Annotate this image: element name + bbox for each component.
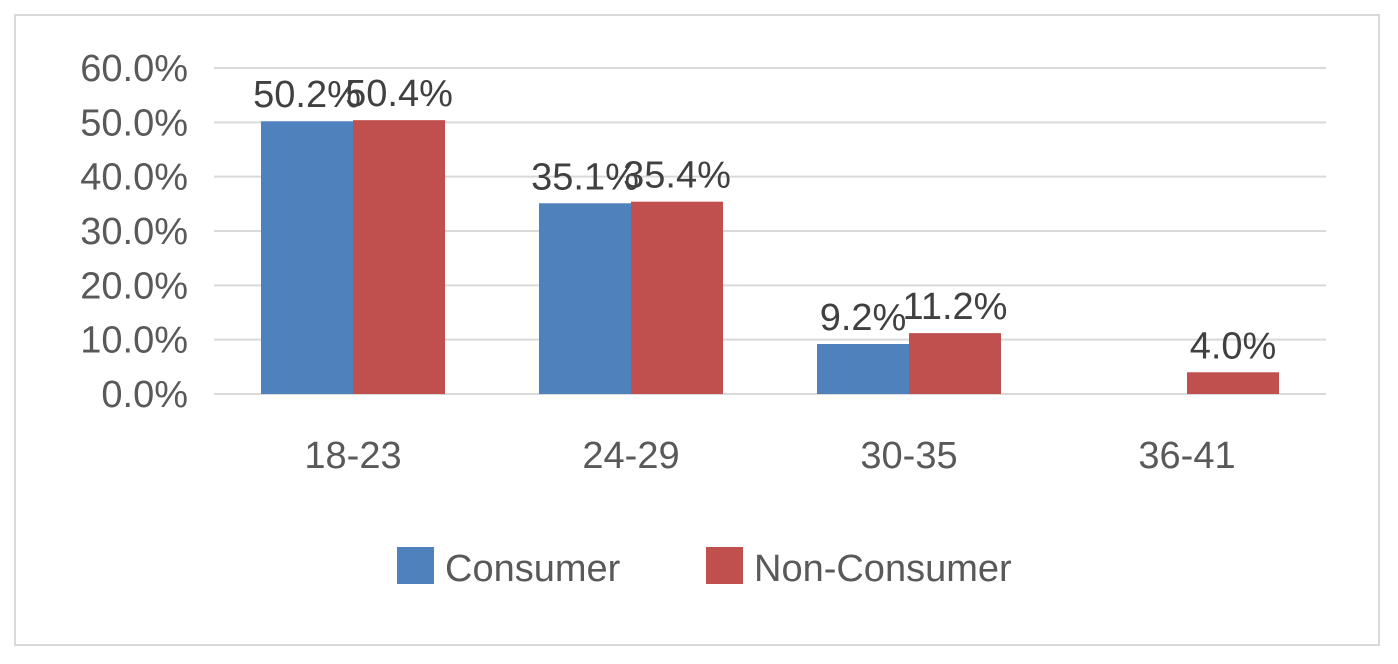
legend: Consumer Non-Consumer xyxy=(397,547,1012,590)
y-tick-label: 10.0% xyxy=(80,320,188,362)
y-tick-label: 50.0% xyxy=(80,102,188,144)
x-category-label: 36-41 xyxy=(1138,435,1235,477)
bar-non-consumer-30-35 xyxy=(909,333,1001,394)
x-category-label: 30-35 xyxy=(860,435,957,477)
bar-consumer-30-35 xyxy=(817,344,909,394)
legend-swatch xyxy=(706,547,743,584)
y-tick-label: 60.0% xyxy=(80,48,188,90)
bar-consumer-18-23 xyxy=(261,121,353,394)
legend-label: Non-Consumer xyxy=(754,548,1012,590)
bar-non-consumer-18-23 xyxy=(353,120,445,394)
y-tick-label: 40.0% xyxy=(80,157,188,199)
x-axis-categories: 18-23 24-29 30-35 36-41 xyxy=(304,435,1235,477)
y-tick-label: 0.0% xyxy=(101,374,188,416)
y-tick-label: 20.0% xyxy=(80,265,188,307)
data-label: 4.0% xyxy=(1190,325,1277,367)
bars xyxy=(261,120,1279,394)
y-tick-label: 30.0% xyxy=(80,211,188,253)
data-label: 35.1% xyxy=(531,156,639,198)
data-label: 11.2% xyxy=(903,286,1008,328)
bar-consumer-24-29 xyxy=(539,203,631,394)
y-axis-ticks: 0.0% 10.0% 20.0% 30.0% 40.0% 50.0% 60.0% xyxy=(80,48,188,416)
legend-label: Consumer xyxy=(445,548,621,590)
x-category-label: 24-29 xyxy=(582,435,679,477)
data-label: 50.4% xyxy=(345,73,453,115)
bar-non-consumer-36-41 xyxy=(1187,372,1279,394)
data-labels: 50.2%50.4% 35.1%35.4% 9.2%11.2% 4.0% xyxy=(253,73,1276,367)
data-label: 35.4% xyxy=(623,155,731,197)
legend-swatch xyxy=(397,547,434,584)
data-label: 9.2% xyxy=(820,297,907,339)
data-label: 50.2% xyxy=(253,74,361,116)
bar-non-consumer-24-29 xyxy=(631,201,723,394)
x-category-label: 18-23 xyxy=(304,435,401,477)
